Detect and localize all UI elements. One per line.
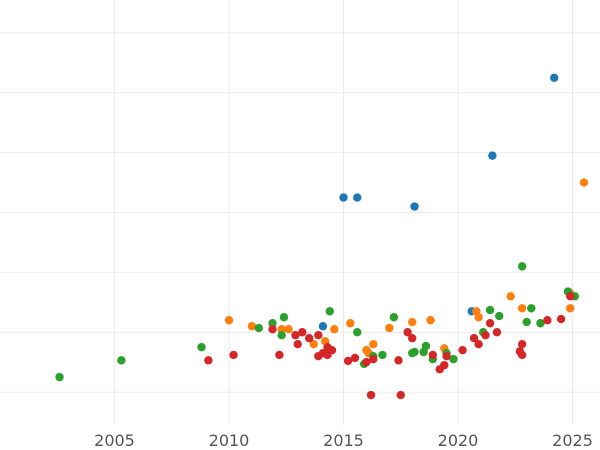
data-point	[485, 319, 495, 328]
data-point	[55, 372, 64, 382]
data-point	[314, 331, 323, 340]
data-point	[517, 350, 527, 360]
data-point	[536, 319, 545, 328]
x-tick-label: 2005	[94, 431, 135, 450]
data-point	[362, 357, 371, 367]
data-point	[353, 193, 362, 202]
data-point	[566, 304, 575, 313]
data-point	[330, 325, 339, 334]
data-point	[346, 319, 355, 328]
data-point	[474, 313, 483, 322]
data-point	[366, 390, 376, 400]
data-point	[458, 345, 467, 355]
data-point	[284, 325, 293, 334]
data-point	[474, 339, 483, 349]
data-point	[350, 353, 360, 363]
points-layer	[55, 73, 589, 400]
data-point	[254, 323, 263, 333]
data-point	[579, 178, 589, 187]
data-point	[268, 319, 277, 328]
series-3	[55, 262, 580, 382]
data-point	[327, 345, 337, 355]
data-point	[543, 316, 552, 325]
data-point	[495, 311, 504, 321]
data-point	[343, 356, 353, 366]
series-2	[224, 178, 589, 358]
data-point	[517, 304, 527, 313]
data-point	[117, 356, 126, 365]
data-point	[339, 193, 348, 202]
data-point	[566, 292, 575, 301]
data-point	[408, 334, 417, 343]
data-point	[549, 73, 559, 83]
data-point	[421, 341, 431, 351]
data-point	[396, 390, 405, 400]
data-point	[389, 313, 399, 322]
data-point	[517, 262, 527, 271]
data-point	[442, 351, 451, 361]
data-point	[369, 354, 378, 364]
data-point	[517, 339, 527, 349]
data-point	[410, 347, 419, 357]
data-point	[204, 356, 213, 365]
data-point	[556, 314, 566, 324]
data-point	[318, 322, 328, 331]
x-tick-label: 2020	[438, 431, 479, 450]
data-point	[268, 325, 277, 334]
data-point	[481, 331, 490, 340]
data-point	[385, 323, 394, 333]
x-tick-label: 2010	[209, 431, 250, 450]
data-point	[506, 292, 515, 301]
data-point	[277, 331, 286, 340]
data-point	[426, 316, 435, 325]
data-point	[410, 202, 419, 211]
data-point	[378, 350, 387, 360]
x-tick-label: 2025	[552, 431, 593, 450]
data-point	[277, 325, 286, 334]
data-point	[298, 328, 307, 337]
data-point	[485, 305, 495, 315]
data-point	[279, 313, 289, 322]
data-point	[369, 339, 378, 349]
data-point	[224, 316, 234, 325]
data-point	[291, 331, 300, 340]
data-point	[488, 151, 497, 160]
data-point	[353, 328, 362, 337]
data-point	[197, 342, 206, 352]
data-point	[309, 339, 318, 349]
data-point	[428, 350, 438, 360]
data-point	[275, 350, 284, 360]
grid-layer	[0, 0, 600, 425]
data-point	[492, 328, 502, 337]
data-point	[247, 322, 257, 331]
series-4	[204, 292, 575, 400]
data-point	[304, 334, 314, 343]
x-tick-labels: 2005 2010 2015 2020 2025	[94, 431, 593, 450]
data-point	[293, 339, 302, 349]
data-point	[440, 360, 449, 370]
data-point	[449, 354, 458, 364]
data-point	[394, 356, 403, 365]
data-point	[229, 350, 238, 360]
data-point	[408, 317, 417, 327]
data-point	[469, 334, 479, 343]
data-point	[527, 304, 536, 313]
data-point	[403, 328, 412, 337]
data-point	[522, 317, 531, 327]
series-1	[318, 73, 559, 331]
data-point	[325, 307, 334, 316]
x-tick-label: 2015	[323, 431, 364, 450]
